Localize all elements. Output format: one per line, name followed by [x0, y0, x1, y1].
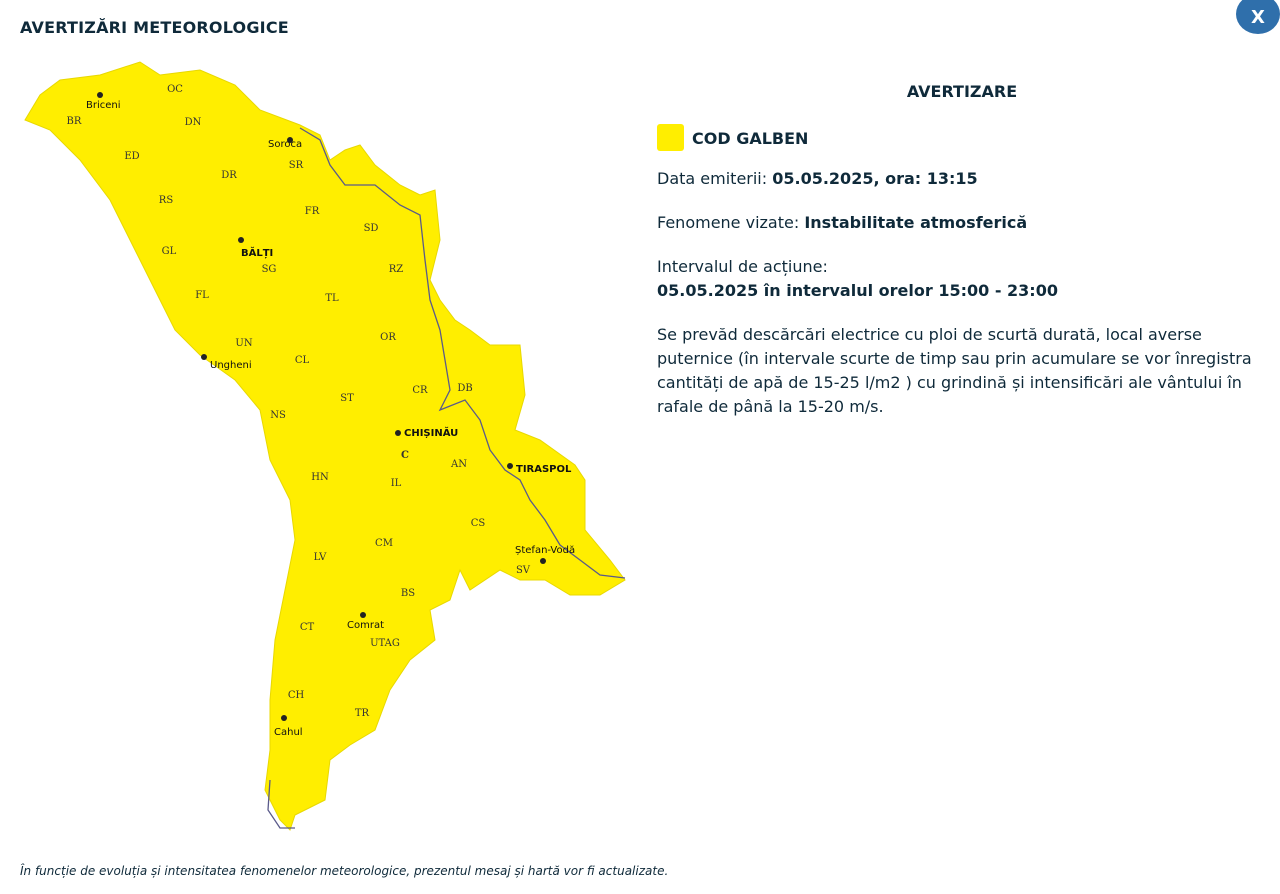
city-label: Comrat	[347, 620, 384, 631]
city-marker	[201, 354, 207, 360]
district-label: IL	[391, 478, 402, 489]
district-label: SG	[262, 264, 277, 275]
district-label: RS	[159, 195, 174, 206]
district-label: C	[401, 450, 409, 461]
district-label: SR	[289, 160, 304, 171]
city-label: Cahul	[274, 727, 303, 738]
district-label: UN	[235, 338, 252, 349]
warning-map: OC BR DN ED DR SR RS FR SD GL SG RZ FL TL UN OR CL CR DB ST…	[24, 61, 626, 831]
district-label: BR	[67, 116, 82, 127]
district-label: TR	[355, 708, 370, 719]
city-marker	[540, 558, 546, 564]
district-label: GL	[162, 246, 177, 257]
district-label: BS	[401, 588, 415, 599]
warning-description: Se prevăd descărcări electrice cu ploi d…	[657, 325, 1252, 416]
warning-heading: AVERTIZARE	[906, 82, 1018, 101]
issue-label: Data emiterii:	[657, 169, 768, 188]
city-marker	[281, 715, 287, 721]
district-label: CM	[375, 538, 393, 549]
page-title: AVERTIZĂRI METEOROLOGICE	[20, 18, 289, 37]
district-label: SV	[516, 565, 531, 576]
city-marker	[395, 430, 401, 436]
district-label: NS	[270, 410, 286, 421]
footer-note: În funcție de evoluția și intensitatea f…	[20, 864, 669, 878]
city-label: Ștefan-Vodă	[515, 545, 575, 556]
city-marker	[238, 237, 244, 243]
close-button[interactable]: X	[1236, 0, 1280, 34]
phenomena: Fenomene vizate: Instabilitate atmosferi…	[657, 211, 1257, 235]
issue-value: 05.05.2025, ora: 13:15	[772, 169, 978, 188]
city-label: Ungheni	[210, 360, 252, 371]
district-label: FR	[305, 206, 320, 217]
warning-code: COD GALBEN	[657, 124, 1257, 151]
city-label: Soroca	[268, 139, 302, 150]
city-label: BĂLȚI	[241, 246, 273, 259]
district-label: TL	[325, 293, 339, 304]
warning-panel: AVERTIZARE COD GALBEN Data emiterii: 05.…	[657, 80, 1257, 439]
district-label: OR	[380, 332, 396, 343]
moldova-territory	[24, 61, 626, 831]
issue-date: Data emiterii: 05.05.2025, ora: 13:15	[657, 167, 1257, 191]
dniester-river	[299, 127, 626, 579]
district-label: CL	[295, 355, 310, 366]
district-label: DR	[221, 170, 237, 181]
district-label: UTAG	[370, 638, 400, 649]
district-label: ST	[340, 393, 354, 404]
district-label: LV	[314, 552, 327, 563]
city-marker	[507, 463, 513, 469]
city-marker	[97, 92, 103, 98]
district-label: SD	[364, 223, 379, 234]
code-label: COD GALBEN	[692, 129, 809, 148]
phenomena-value: Instabilitate atmosferică	[804, 213, 1028, 232]
district-label: CR	[412, 385, 428, 396]
district-label: CT	[300, 622, 315, 633]
city-label: Briceni	[86, 100, 121, 111]
district-label: RZ	[389, 264, 404, 275]
city-marker	[360, 612, 366, 618]
district-label: HN	[311, 472, 329, 483]
city-marker	[287, 137, 293, 143]
yellow-code-swatch	[657, 124, 684, 151]
district-label: AN	[450, 459, 467, 470]
prut-river	[267, 779, 295, 829]
district-label: CS	[471, 518, 486, 529]
interval: Intervalul de acțiune: 05.05.2025 în inte…	[657, 255, 1257, 303]
district-label: DB	[457, 383, 472, 394]
district-label: FL	[195, 290, 209, 301]
interval-label: Intervalul de acțiune:	[657, 257, 828, 276]
district-label: ED	[124, 151, 139, 162]
phenomena-label: Fenomene vizate:	[657, 213, 800, 232]
district-label: OC	[167, 84, 183, 95]
district-label: CH	[288, 690, 305, 701]
city-label: CHIȘINĂU	[404, 426, 458, 439]
interval-value: 05.05.2025 în intervalul orelor 15:00 - …	[657, 281, 1058, 300]
city-label: TIRASPOL	[516, 464, 572, 475]
district-label: DN	[185, 117, 202, 128]
